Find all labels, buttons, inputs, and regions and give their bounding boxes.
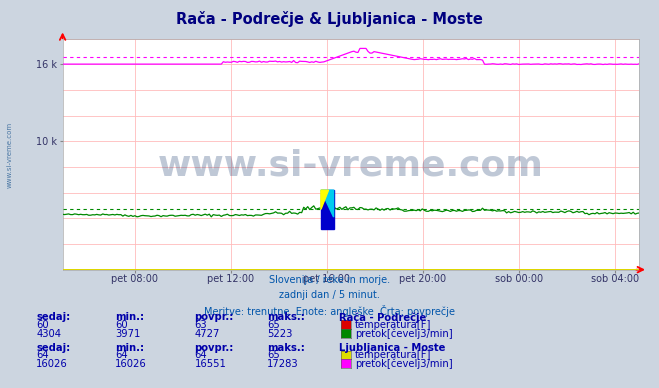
Text: Slovenija / reke in morje.: Slovenija / reke in morje.: [269, 275, 390, 286]
Text: 16026: 16026: [36, 359, 68, 369]
Text: pretok[čevelj3/min]: pretok[čevelj3/min]: [355, 359, 453, 369]
Text: 4727: 4727: [194, 329, 220, 339]
Text: www.si-vreme.com: www.si-vreme.com: [7, 122, 13, 188]
Text: 4304: 4304: [36, 329, 61, 339]
Text: min.:: min.:: [115, 343, 144, 353]
Text: povpr.:: povpr.:: [194, 343, 234, 353]
Text: 64: 64: [115, 350, 128, 360]
Text: www.si-vreme.com: www.si-vreme.com: [158, 149, 544, 183]
Text: 16551: 16551: [194, 359, 226, 369]
Text: min.:: min.:: [115, 312, 144, 322]
Polygon shape: [321, 190, 329, 210]
Bar: [321, 190, 333, 229]
Text: 63: 63: [194, 320, 207, 330]
Text: pretok[čevelj3/min]: pretok[čevelj3/min]: [355, 329, 453, 339]
Polygon shape: [321, 190, 333, 217]
Text: Rača - Podrečje & Ljubljanica - Moste: Rača - Podrečje & Ljubljanica - Moste: [176, 11, 483, 27]
Text: 65: 65: [267, 350, 279, 360]
Text: povpr.:: povpr.:: [194, 312, 234, 322]
Text: 65: 65: [267, 320, 279, 330]
Text: temperatura[F]: temperatura[F]: [355, 350, 432, 360]
Text: 3971: 3971: [115, 329, 141, 339]
Text: temperatura[F]: temperatura[F]: [355, 320, 432, 330]
Text: 16026: 16026: [115, 359, 147, 369]
Text: zadnji dan / 5 minut.: zadnji dan / 5 minut.: [279, 290, 380, 300]
Text: 60: 60: [115, 320, 128, 330]
Text: sedaj:: sedaj:: [36, 312, 71, 322]
Text: sedaj:: sedaj:: [36, 343, 71, 353]
Text: Ljubljanica - Moste: Ljubljanica - Moste: [339, 343, 445, 353]
Text: maks.:: maks.:: [267, 312, 304, 322]
Text: 60: 60: [36, 320, 49, 330]
Text: 5223: 5223: [267, 329, 293, 339]
Text: maks.:: maks.:: [267, 343, 304, 353]
Text: Meritve: trenutne  Enote: angleške  Črta: povprečje: Meritve: trenutne Enote: angleške Črta: …: [204, 305, 455, 317]
Text: 64: 64: [194, 350, 207, 360]
Text: Rača - Podrečje: Rača - Podrečje: [339, 312, 426, 323]
Text: 64: 64: [36, 350, 49, 360]
Text: 17283: 17283: [267, 359, 299, 369]
